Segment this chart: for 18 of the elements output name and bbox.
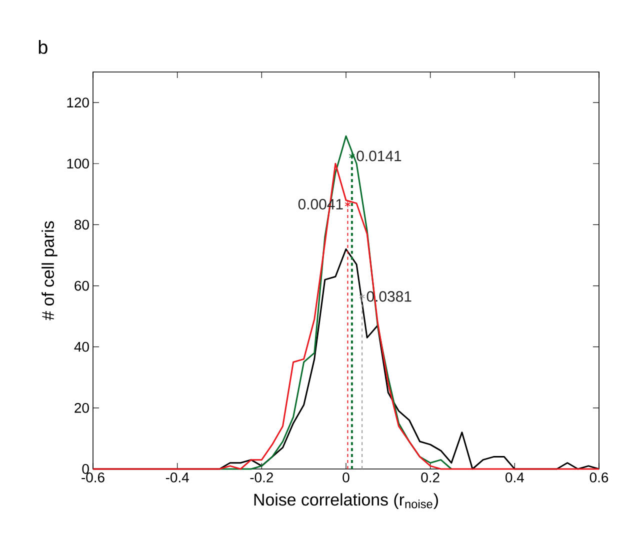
x-tick-label: 0.4 — [506, 472, 524, 482]
y-tick-label: 80 — [74, 220, 89, 230]
y-tick-label: 100 — [67, 158, 89, 169]
x-tick-label: -0.4 — [166, 472, 189, 482]
x-axis-title: Noise correlations (r$_{noise}$) — [254, 493, 438, 510]
y-tick-label: 0 — [82, 464, 89, 474]
annotation: 0.0141 — [356, 150, 402, 162]
y-tick-label: 60 — [74, 280, 89, 291]
y-tick-label: 40 — [74, 342, 89, 352]
y-tick-label: 120 — [67, 98, 89, 108]
y-axis-title: # of cell paris — [42, 221, 58, 320]
text: b — [38, 40, 48, 54]
x-tick-label: 0 — [342, 472, 350, 482]
x-tick-label: -0.2 — [250, 472, 273, 482]
x-tick-label: -0.6 — [82, 472, 104, 482]
y-tick-label: 20 — [74, 402, 89, 413]
x-tick-label: 0.6 — [590, 472, 608, 482]
x-tick-label: 0.2 — [421, 472, 440, 482]
